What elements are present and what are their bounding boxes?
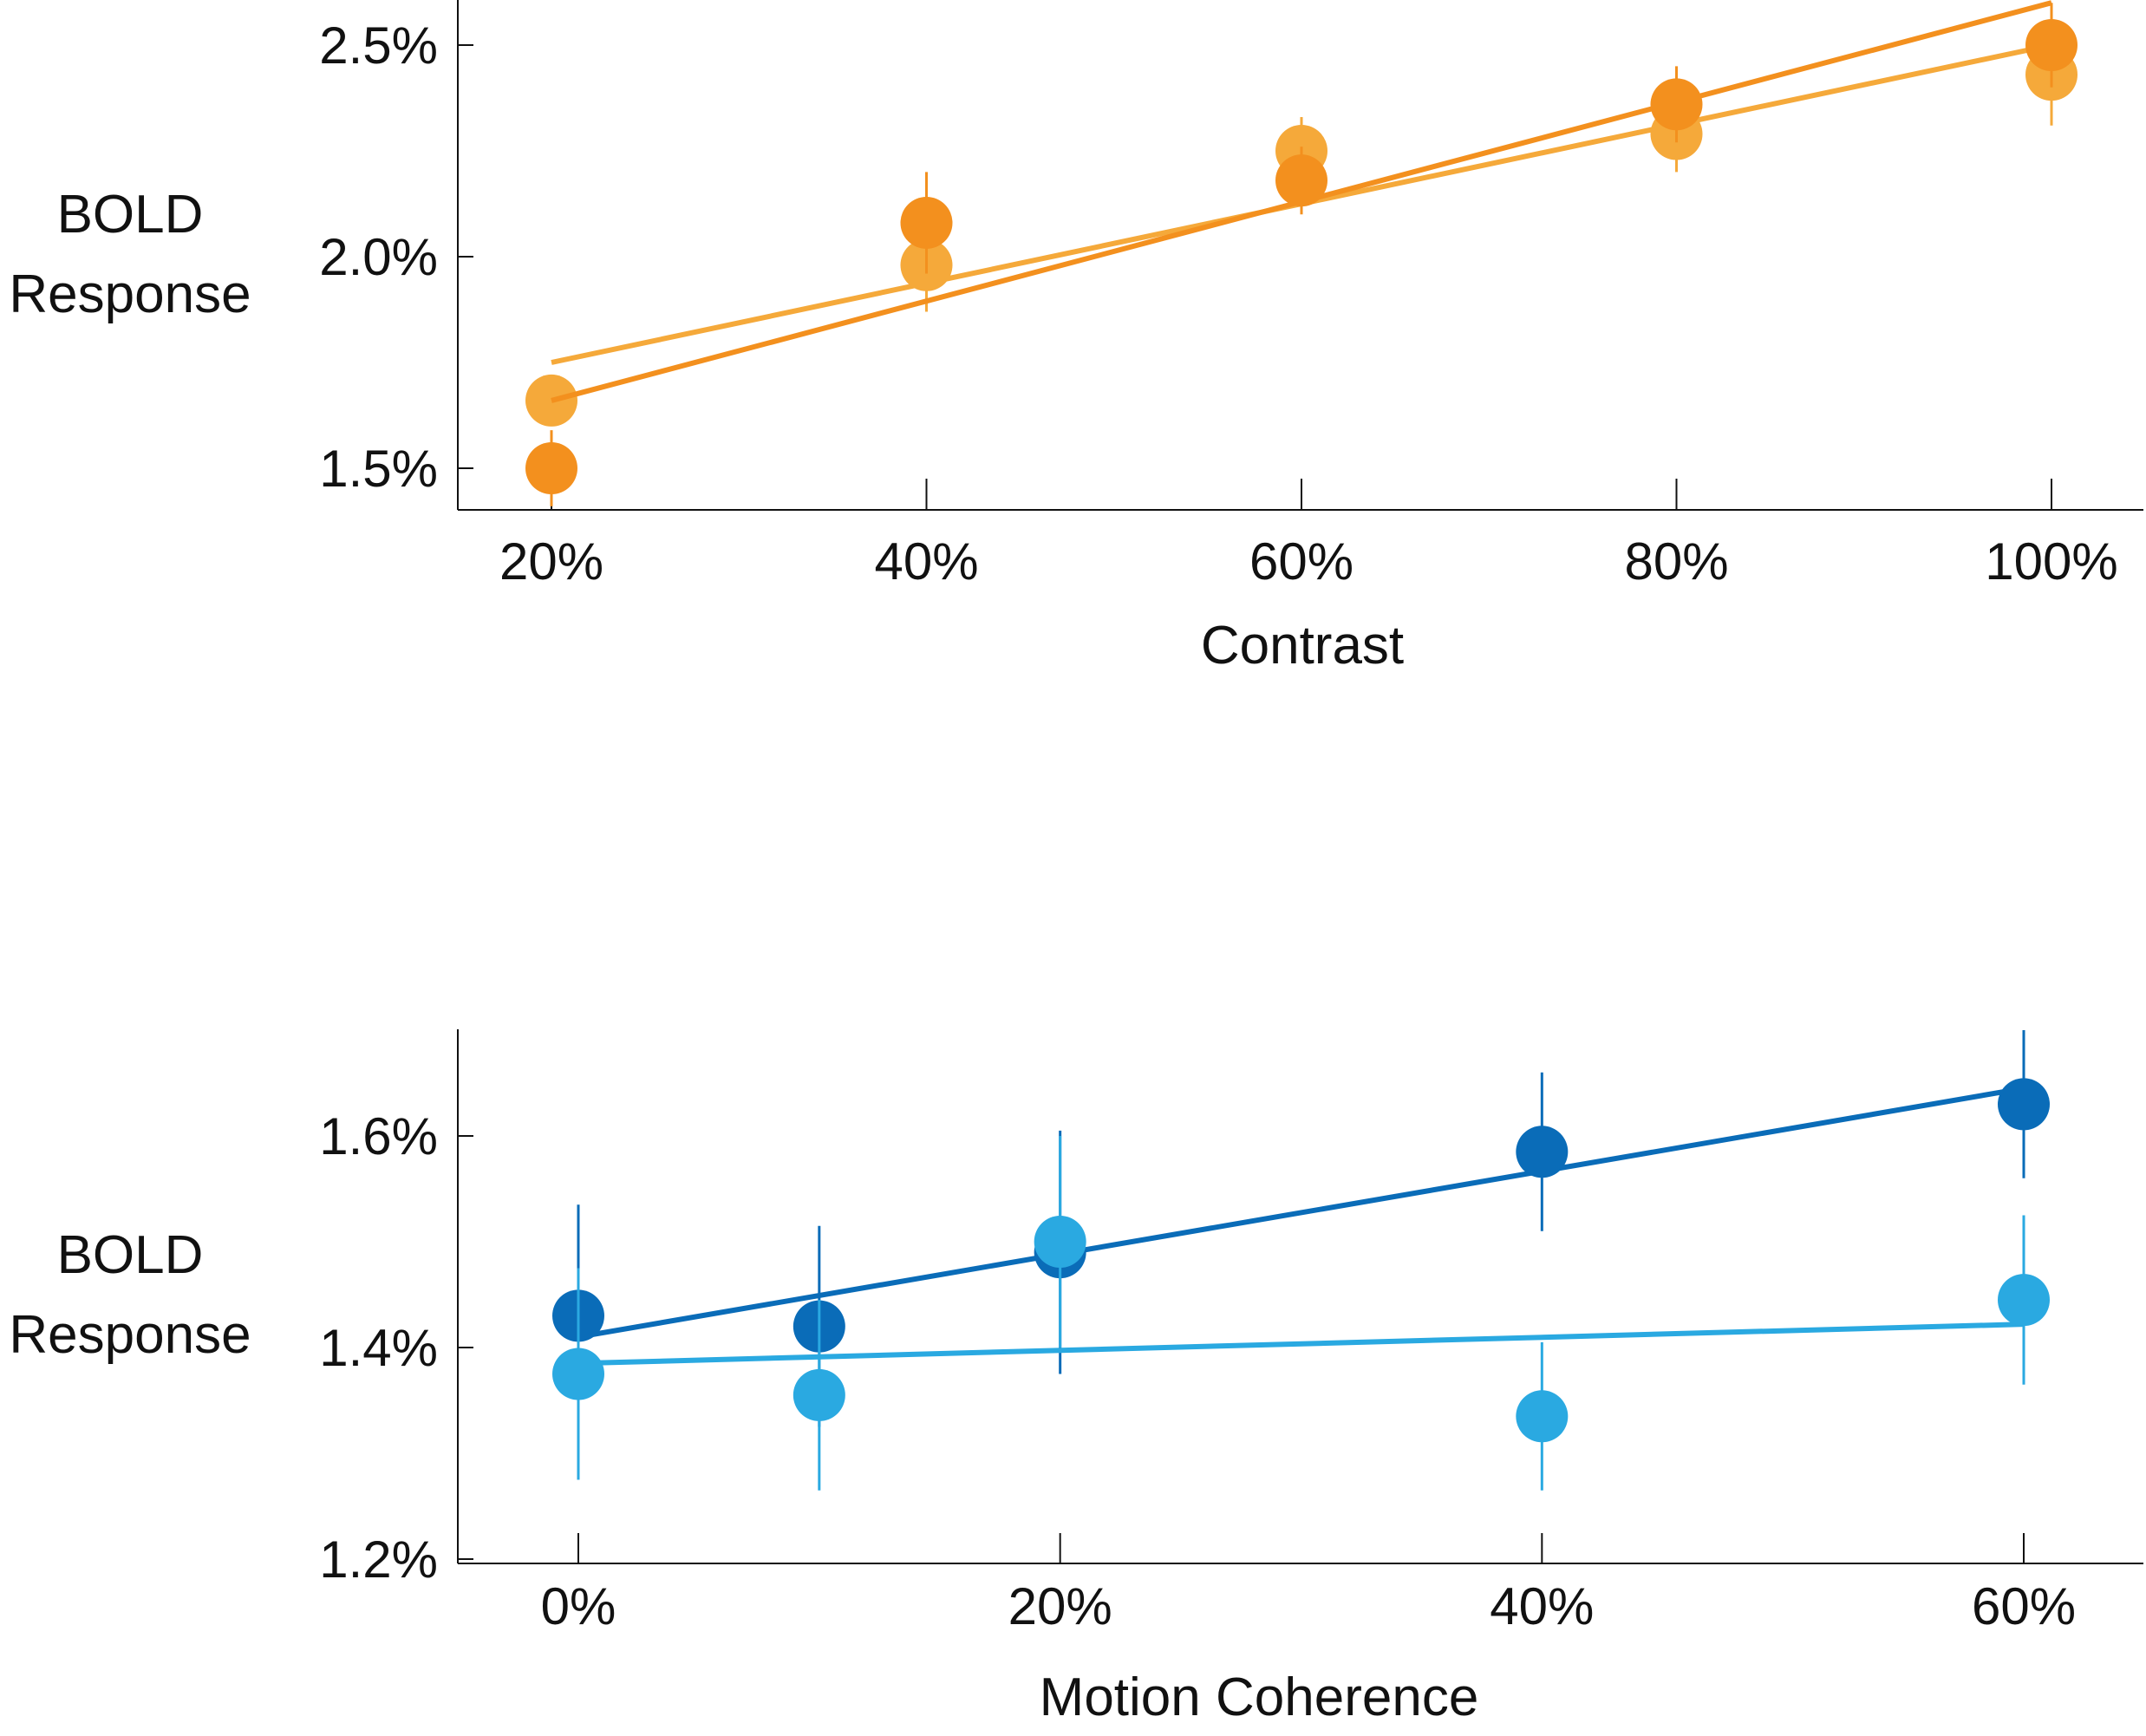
- motion-data-point: [1998, 1078, 2050, 1131]
- contrast-y-tick-label: 1.5%: [319, 440, 438, 498]
- motion-x-tick-label: 40%: [1490, 1577, 1594, 1635]
- motion-x-tick-label: 60%: [1972, 1577, 2076, 1635]
- motion-y-ticks: 1.2% 1.4% 1.6%: [319, 1107, 473, 1589]
- motion-data-point: [552, 1348, 604, 1400]
- motion-data-point: [1516, 1126, 1569, 1178]
- contrast-data-marks: [525, 0, 2078, 506]
- contrast-data-point: [900, 196, 953, 249]
- contrast-x-label: Contrast: [1201, 616, 1404, 675]
- contrast-y-ticks: 1.5% 2.0% 2.5%: [319, 16, 473, 498]
- contrast-chart: 1.5% 2.0% 2.5% 20% 40% 60% 80% 100% BOLD Respo…: [9, 0, 2143, 675]
- motion-x-tick-label: 20%: [1008, 1577, 1112, 1635]
- motion-x-label: Motion Coherence: [1040, 1667, 1479, 1727]
- contrast-series-2: [525, 0, 2078, 506]
- contrast-y-label-line2: Response: [9, 264, 251, 324]
- motion-data-point: [1516, 1390, 1569, 1443]
- motion-y-tick-label: 1.6%: [319, 1107, 438, 1165]
- contrast-series-1: [525, 23, 2078, 427]
- motion-y-label-line1: BOLD: [57, 1225, 204, 1285]
- contrast-x-tick-label: 20%: [499, 532, 603, 591]
- motion-chart: 1.2% 1.4% 1.6% 0% 20% 40% 60% BOLD Response M…: [9, 1029, 2143, 1727]
- contrast-x-ticks: 20% 40% 60% 80% 100%: [499, 479, 2118, 591]
- contrast-data-point: [2025, 19, 2078, 71]
- contrast-x-tick-label: 100%: [1985, 532, 2117, 591]
- motion-data-point: [1034, 1216, 1086, 1268]
- motion-x-tick-label: 0%: [541, 1577, 616, 1635]
- motion-y-label-line2: Response: [9, 1305, 251, 1365]
- motion-y-tick-label: 1.4%: [319, 1319, 438, 1377]
- contrast-y-tick-label: 2.5%: [319, 16, 438, 75]
- motion-data-point: [1998, 1274, 2050, 1327]
- contrast-x-tick-label: 60%: [1249, 532, 1353, 591]
- contrast-x-tick-label: 80%: [1624, 532, 1728, 591]
- contrast-data-point: [1275, 154, 1327, 207]
- contrast-data-point: [525, 442, 577, 494]
- contrast-x-tick-label: 40%: [874, 532, 978, 591]
- motion-series-2: [552, 1136, 2050, 1491]
- contrast-data-point: [1650, 78, 1703, 131]
- contrast-y-tick-label: 2.0%: [319, 228, 438, 286]
- contrast-y-label-line1: BOLD: [57, 185, 204, 245]
- motion-data-point: [793, 1368, 845, 1421]
- motion-fit-line: [577, 1086, 2025, 1340]
- motion-series-1: [552, 1030, 2050, 1427]
- motion-y-tick-label: 1.2%: [319, 1530, 438, 1589]
- motion-axes: [457, 1029, 2143, 1564]
- motion-data-marks: [552, 1030, 2050, 1491]
- motion-x-ticks: 0% 20% 40% 60%: [541, 1533, 2076, 1635]
